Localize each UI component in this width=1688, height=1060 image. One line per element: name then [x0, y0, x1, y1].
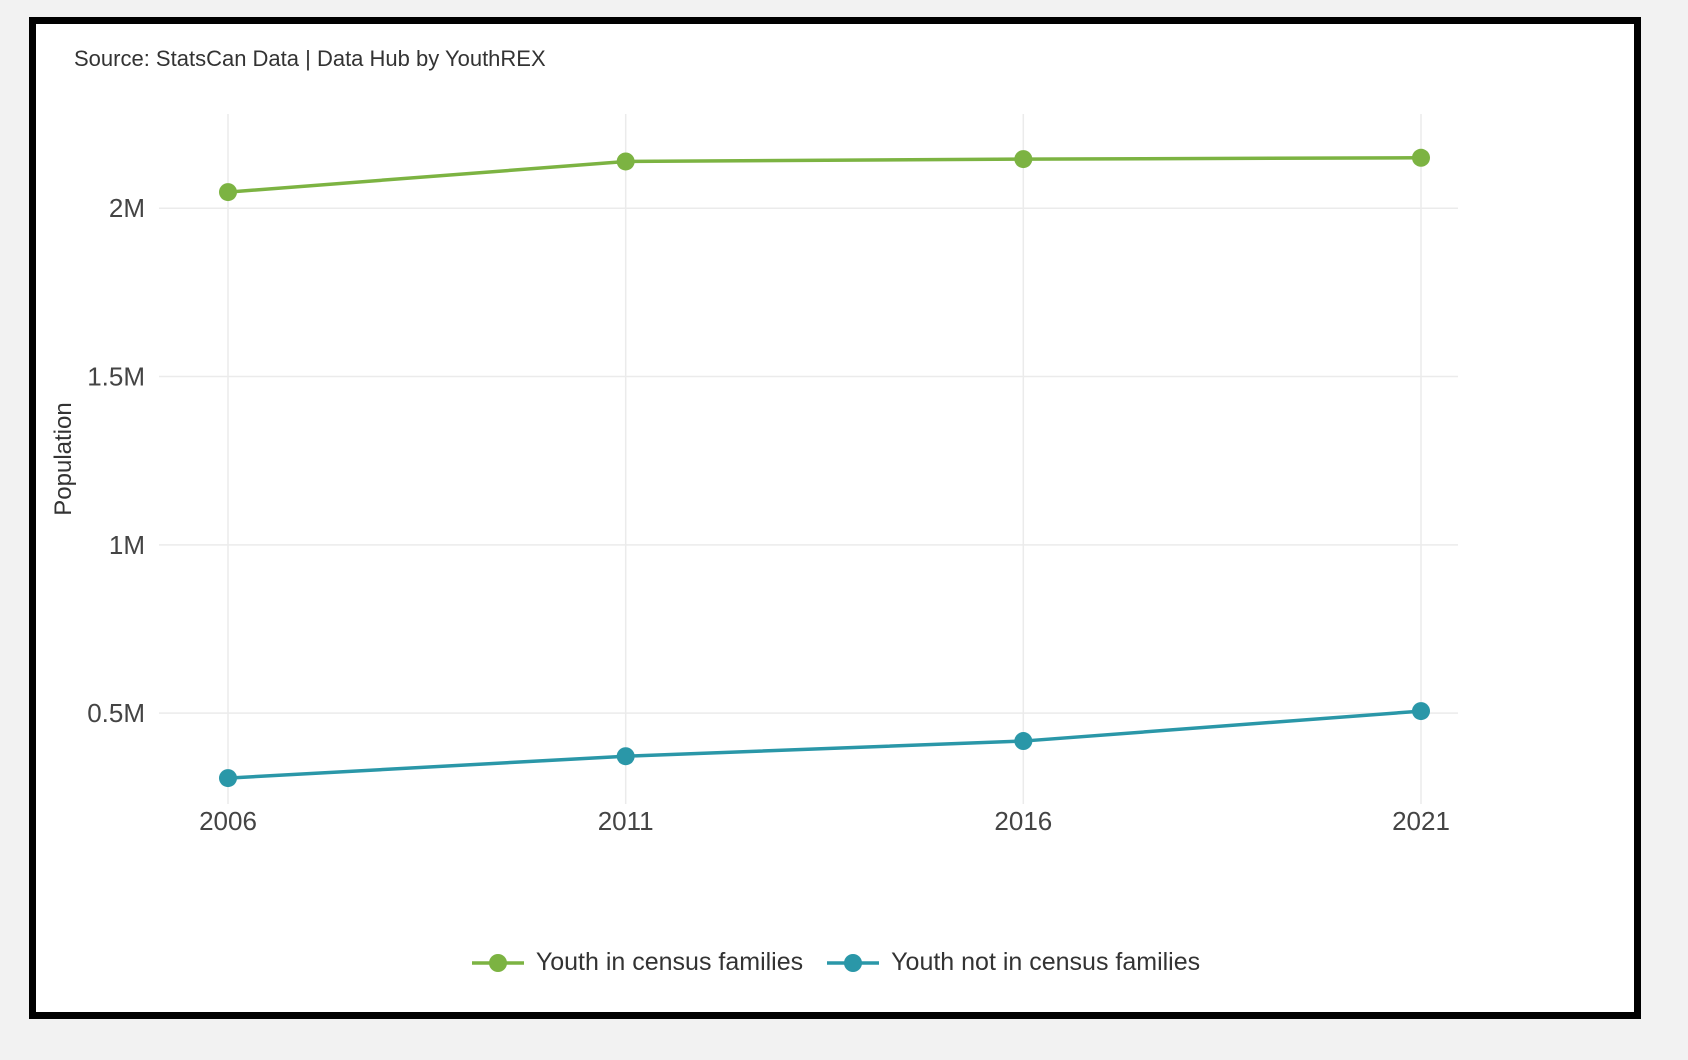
- data-point: [616, 152, 635, 171]
- series-0: [219, 148, 1430, 202]
- series-lines: [219, 148, 1430, 788]
- data-point: [1014, 150, 1033, 169]
- legend: Youth in census families Youth not in cen…: [36, 948, 1634, 977]
- series-line: [227, 156, 1422, 194]
- y-axis-title: Population: [50, 402, 77, 515]
- x-tick-label: 2021: [1392, 806, 1450, 836]
- x-tick-label: 2006: [199, 806, 257, 836]
- legend-swatch: [471, 953, 524, 972]
- legend-item[interactable]: Youth in census families: [470, 948, 803, 977]
- series-1: [219, 702, 1430, 788]
- legend-swatch-marker: [488, 953, 507, 972]
- legend-label: Youth not in census families: [891, 948, 1201, 976]
- data-point: [219, 769, 237, 788]
- series-line: [227, 709, 1422, 780]
- chart-frame: Source: StatsCan Data | Data Hub by Yout…: [29, 17, 1641, 1019]
- legend-swatch: [827, 953, 880, 972]
- x-tick-label: 2011: [598, 806, 654, 836]
- y-tick-label: 2M: [109, 193, 145, 223]
- data-point: [1014, 732, 1033, 751]
- legend-swatch-marker: [844, 953, 863, 972]
- legend-label: Youth in census families: [535, 948, 804, 976]
- source-caption: Source: StatsCan Data | Data Hub by Yout…: [74, 46, 546, 71]
- data-point: [616, 747, 635, 766]
- data-point: [219, 183, 237, 202]
- data-point: [1412, 702, 1430, 721]
- line-chart: 0.5M 1M 1.5M 2M 2006 2011 2016 2021 Population: [50, 114, 1458, 836]
- x-tick-label: 2016: [994, 806, 1052, 836]
- y-tick-label: 1M: [109, 530, 145, 560]
- data-point: [1412, 148, 1430, 167]
- y-tick-label: 0.5M: [87, 698, 145, 728]
- axis-labels: 0.5M 1M 1.5M 2M 2006 2011 2016 2021 Population: [50, 193, 1450, 836]
- legend-item[interactable]: Youth not in census families: [825, 948, 1200, 977]
- y-tick-label: 1.5M: [87, 362, 145, 392]
- grid-lines: [159, 114, 1458, 804]
